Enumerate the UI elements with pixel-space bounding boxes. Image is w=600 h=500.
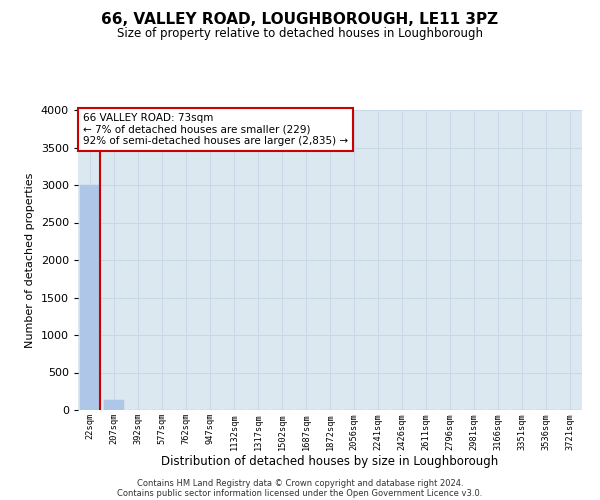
Bar <box>104 400 124 410</box>
Text: Contains public sector information licensed under the Open Government Licence v3: Contains public sector information licen… <box>118 488 482 498</box>
X-axis label: Distribution of detached houses by size in Loughborough: Distribution of detached houses by size … <box>161 455 499 468</box>
Text: Contains HM Land Registry data © Crown copyright and database right 2024.: Contains HM Land Registry data © Crown c… <box>137 478 463 488</box>
Text: 66 VALLEY ROAD: 73sqm
← 7% of detached houses are smaller (229)
92% of semi-deta: 66 VALLEY ROAD: 73sqm ← 7% of detached h… <box>83 113 348 146</box>
Bar <box>80 185 100 410</box>
Text: 66, VALLEY ROAD, LOUGHBOROUGH, LE11 3PZ: 66, VALLEY ROAD, LOUGHBOROUGH, LE11 3PZ <box>101 12 499 28</box>
Y-axis label: Number of detached properties: Number of detached properties <box>25 172 35 348</box>
Text: Size of property relative to detached houses in Loughborough: Size of property relative to detached ho… <box>117 28 483 40</box>
